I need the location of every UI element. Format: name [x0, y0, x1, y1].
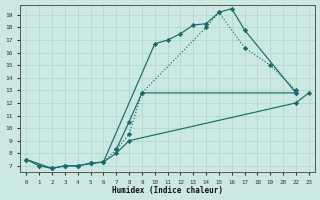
X-axis label: Humidex (Indice chaleur): Humidex (Indice chaleur): [112, 186, 223, 195]
